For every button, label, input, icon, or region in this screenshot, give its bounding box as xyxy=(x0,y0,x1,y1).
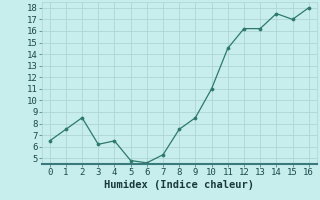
X-axis label: Humidex (Indice chaleur): Humidex (Indice chaleur) xyxy=(104,180,254,190)
